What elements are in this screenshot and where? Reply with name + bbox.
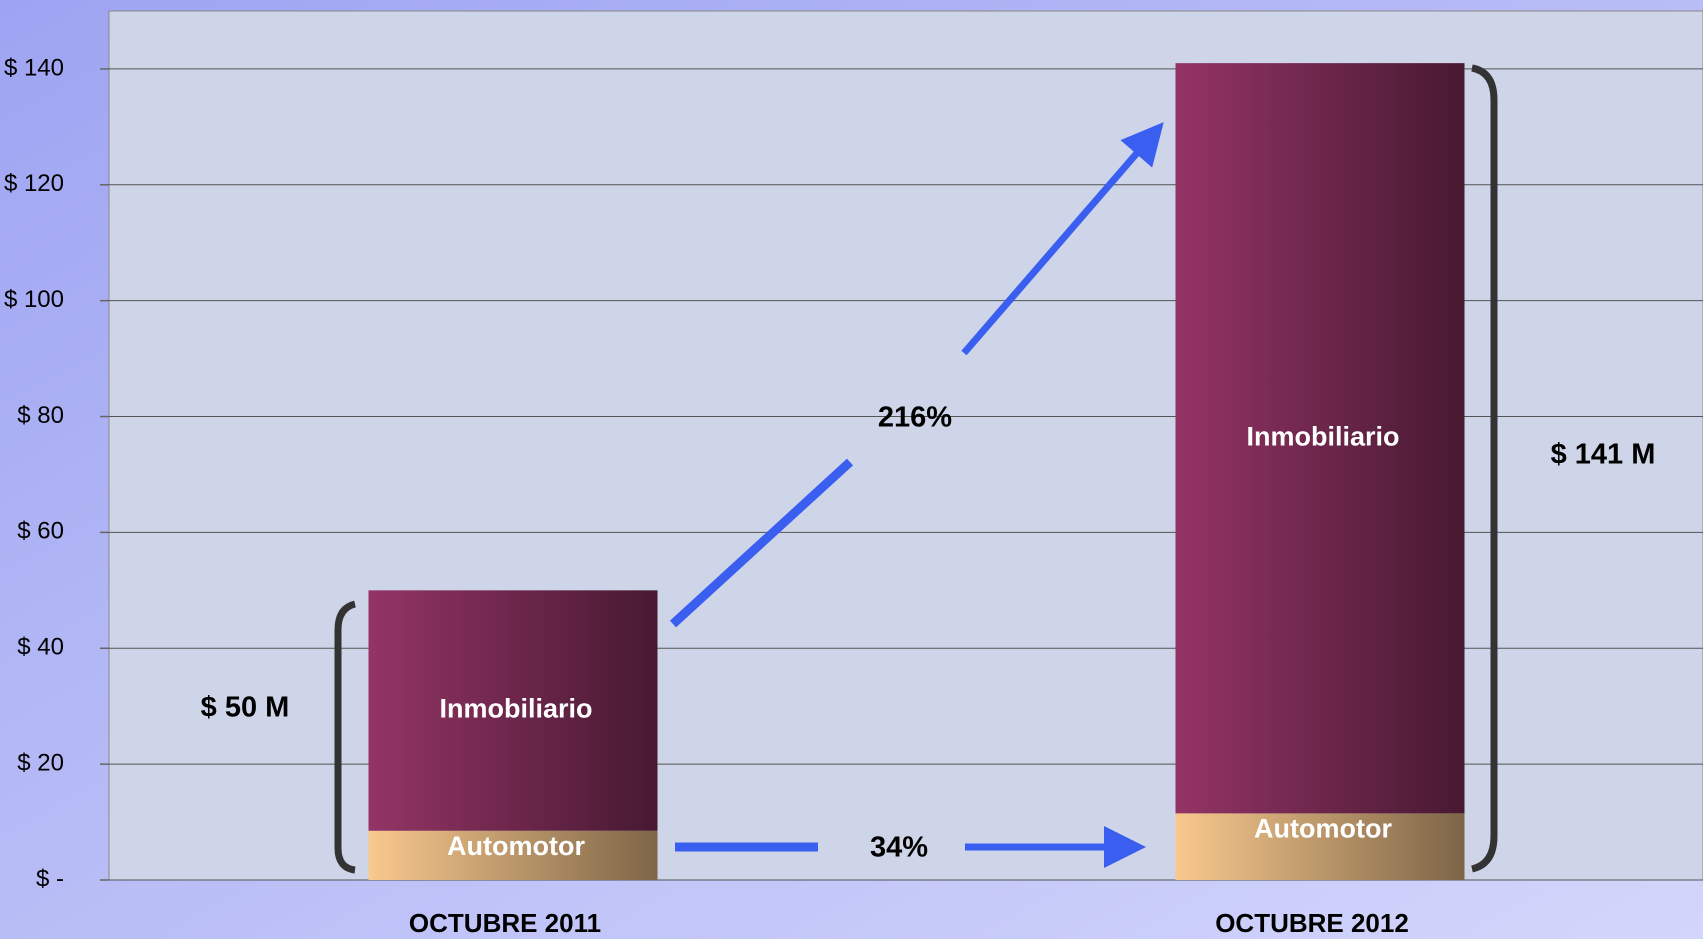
braces <box>334 64 1498 874</box>
arrow <box>961 122 1164 356</box>
annotation: 34% <box>870 832 928 864</box>
y-tick-label: $ 100 <box>4 286 64 313</box>
y-tick-label: $ 60 <box>17 518 64 545</box>
annotation: 216% <box>878 402 952 434</box>
bar-segment <box>368 830 658 880</box>
segment-label: Automotor <box>1254 814 1392 844</box>
segment-label: Inmobiliario <box>1246 421 1399 451</box>
arrow <box>669 458 854 628</box>
bar-segment <box>1175 813 1465 880</box>
x-tick-label: OCTUBRE 2012 <box>1215 908 1409 938</box>
y-tick-label: $ - <box>36 865 64 892</box>
bar-segment <box>1175 63 1465 814</box>
x-tick-label: OCTUBRE 2011 <box>409 908 601 938</box>
y-tick-label: $ 140 <box>4 54 64 81</box>
annotation: $ 141 M <box>1551 439 1656 471</box>
y-tick-label: $ 20 <box>17 749 64 776</box>
bar-segment <box>368 590 658 831</box>
y-tick-label: $ 40 <box>17 634 64 661</box>
brace <box>1470 64 1498 873</box>
segment-label: Inmobiliario <box>439 694 592 724</box>
annotation: $ 50 M <box>201 692 290 724</box>
y-tick-label: $ 80 <box>17 402 64 429</box>
segment-label: Automotor <box>447 831 585 861</box>
arrows <box>669 122 1164 868</box>
brace <box>334 600 357 874</box>
y-tick-label: $ 120 <box>4 170 64 197</box>
